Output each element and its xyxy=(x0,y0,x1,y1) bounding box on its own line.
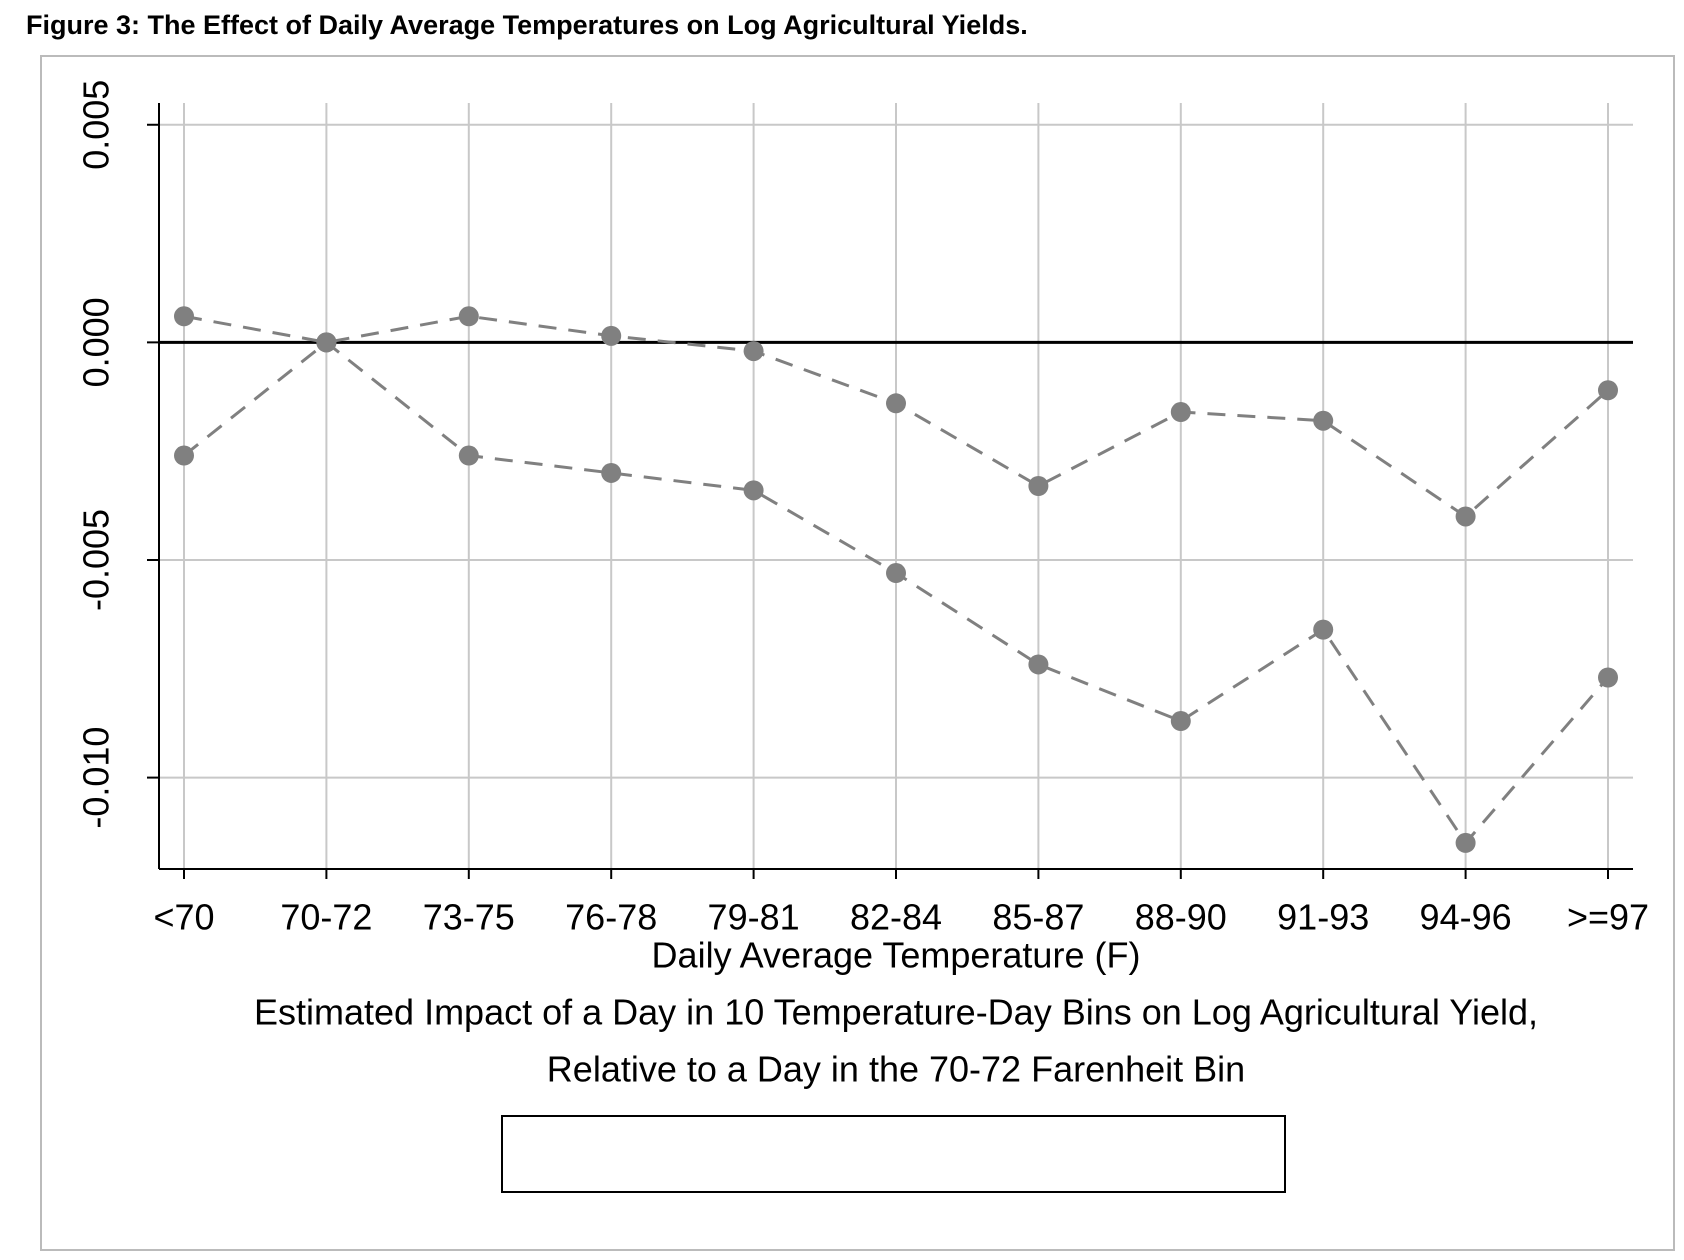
ci-upper-point xyxy=(886,393,906,414)
x-tick-label: 91-93 xyxy=(1277,897,1369,938)
x-tick-label: 79-81 xyxy=(708,897,800,938)
legend xyxy=(501,1115,1286,1193)
ci-upper-point xyxy=(458,306,479,327)
frame xyxy=(40,55,1675,1251)
x-tick-label: 94-96 xyxy=(1420,897,1512,938)
ci-upper-point xyxy=(1455,506,1476,527)
ci-lower-point xyxy=(1313,619,1334,640)
ci-lower-point xyxy=(174,445,194,466)
ci-lower-point xyxy=(1028,654,1049,675)
ci-lower-point xyxy=(886,563,906,584)
x-tick-label: 70-72 xyxy=(280,897,372,938)
ci-upper-point xyxy=(1598,380,1618,401)
x-tick-label: 76-78 xyxy=(565,897,657,938)
x-tick-label: >=97 xyxy=(1567,897,1649,938)
x-axis-title: Daily Average Temperature (F) xyxy=(652,935,1141,976)
x-tick-label: 85-87 xyxy=(992,897,1084,938)
ci-upper-point xyxy=(743,341,764,362)
ci-lower-point xyxy=(743,480,764,501)
x-tick-label: 82-84 xyxy=(850,897,942,938)
y-tick-label: -0.010 xyxy=(76,727,117,829)
ci-lower-point xyxy=(1170,711,1191,732)
x-tick-label: 88-90 xyxy=(1135,897,1227,938)
ci-lower-point xyxy=(1455,832,1476,853)
ci-lower-point xyxy=(1598,667,1618,688)
ci-upper-point xyxy=(1313,410,1334,431)
ci-upper-point xyxy=(174,306,194,327)
chart-title: Figure 3: The Effect of Daily Average Te… xyxy=(26,10,1028,40)
ci-upper-point xyxy=(1028,476,1049,496)
caption: Relative to a Day in the 70-72 Farenheit… xyxy=(547,1049,1245,1090)
x-tick-label: <70 xyxy=(153,897,214,938)
x-tick-label: 73-75 xyxy=(423,897,515,938)
ci-upper-point xyxy=(1170,402,1191,423)
ci-lower-point xyxy=(601,462,622,483)
y-tick-label: 0.000 xyxy=(76,297,117,387)
y-tick-label: 0.005 xyxy=(76,80,117,170)
ci-lower-point xyxy=(458,445,479,466)
ci-upper-point xyxy=(601,325,622,346)
ci-lower-point xyxy=(316,332,337,353)
y-tick-label: -0.005 xyxy=(76,509,117,611)
caption: Estimated Impact of a Day in 10 Temperat… xyxy=(254,992,1538,1033)
